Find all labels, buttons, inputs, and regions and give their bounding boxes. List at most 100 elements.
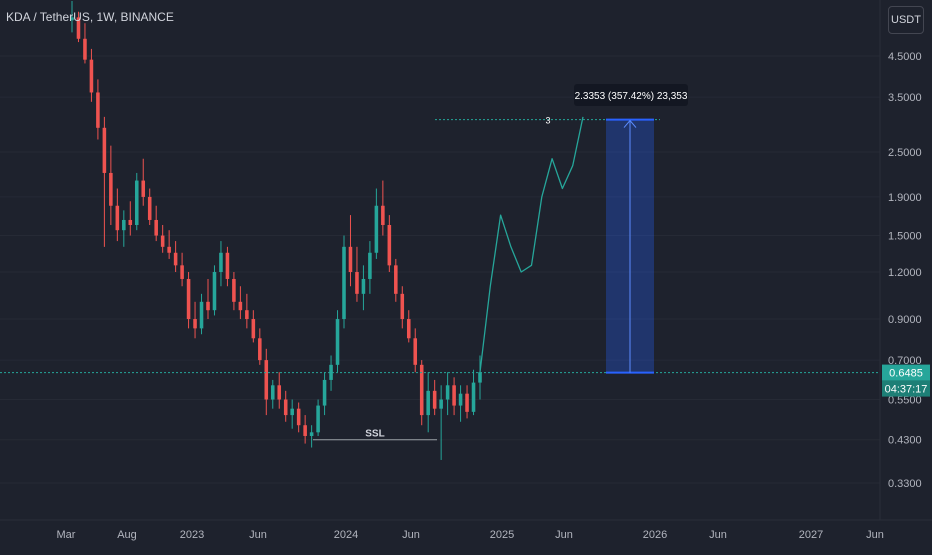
candle-body [102,127,107,173]
price-tick-label: 2.5000 [888,147,922,159]
levels: SSL 3 [0,116,880,441]
time-tick-label: Jun [402,529,420,541]
candle-body [89,59,94,93]
candle-body [277,385,282,400]
candle-body [270,385,275,400]
countdown-label: 04:37:17 [885,384,928,396]
candle-body [173,252,178,266]
time-tick-label: 2025 [490,529,514,541]
candle-body [303,425,307,436]
candle-body [167,246,171,253]
price-tick-label: 3.5000 [888,92,922,104]
target-level-label: 3 [545,116,550,126]
candle-body [206,301,210,311]
candle-body [348,246,353,273]
candle-body [465,393,469,412]
candle-body [147,196,152,220]
candle-body [361,278,366,294]
candle-body [290,408,294,416]
candle-body [232,278,236,302]
candle-body [296,408,301,426]
candle-body [83,38,87,60]
candle-body [335,319,340,365]
time-tick-label: Aug [117,529,137,541]
candle-body [251,319,256,339]
current-price-badge [882,364,930,381]
current-price-label: 0.6485 [889,368,923,380]
target-arrow-head [623,119,637,128]
candle-body [478,372,482,383]
time-tick-label: Jun [555,529,573,541]
candle-body [219,252,223,273]
target-box-label: 2.3353 (357.42%) 23,353 [575,91,688,102]
candle-body [458,393,463,406]
price-tick-label: 1.2000 [888,267,922,279]
chart-title: KDA / TetherUS, 1W, BINANCE [6,10,174,24]
candle-body [355,272,359,294]
price-tick-label: 0.7000 [888,355,922,367]
candle-body [432,390,437,409]
time-tick-label: 2026 [643,529,667,541]
candle-body [309,432,314,436]
candle-body [212,272,217,311]
time-tick-label: Jun [866,529,884,541]
candle-body [452,385,456,406]
time-tick-label: 2023 [180,529,204,541]
projection-curve [479,116,584,373]
candle-body [264,360,269,400]
candle-body [471,382,476,412]
candle-body [141,180,146,197]
candle-body [245,310,249,320]
price-tick-label: 1.9000 [888,192,922,204]
time-tick-label: Mar [57,529,76,541]
price-tick-label: 4.5000 [888,51,922,63]
ssl-label: SSL [365,429,384,440]
candle-body [122,219,126,231]
candle-body [342,246,346,320]
candle-body [238,301,243,311]
countdown-badge [882,380,930,397]
candle-body [445,385,450,400]
candle-body [381,205,385,225]
candle-body [76,17,81,39]
candle-body [96,92,100,128]
candle-body [128,219,133,225]
candle-body [160,235,165,247]
time-tick-label: 2024 [334,529,358,541]
candle-body [374,205,379,253]
price-tick-label: 1.5000 [888,231,922,243]
projection: 2.3353 (357.42%) 23,353 [479,84,688,374]
candle-body [283,399,288,416]
time-tick-label: 2027 [799,529,823,541]
time-tick-label: Jun [249,529,267,541]
price-tick-label: 0.4300 [888,435,922,447]
candle-body [368,252,372,279]
candle-body [258,338,262,361]
candle-body [394,265,398,294]
candles [70,1,482,460]
candle-body [400,293,405,320]
candle-body [154,219,158,236]
candle-body [134,180,139,225]
candle-body [419,364,424,416]
candle-body [180,265,184,279]
candle-body [199,301,204,329]
price-tick-label: 0.9000 [888,314,922,326]
candle-body [316,405,320,433]
axes: 4.5000 3.5000 2.5000 1.9000 1.5000 1.2000 0.90… [0,0,932,541]
time-tick-label: Jun [709,529,727,541]
candle-body [70,17,74,21]
currency-button[interactable]: USDT [888,6,924,34]
candle-body [413,338,418,365]
candle-body [426,390,430,416]
candle-body [115,205,120,231]
price-tick-label: 0.3300 [888,478,922,490]
candle-body [193,319,197,329]
candle-body [225,252,230,279]
candle-body [439,399,443,409]
candle-body [109,172,113,206]
candle-body [387,224,392,266]
candle-body [186,278,191,320]
